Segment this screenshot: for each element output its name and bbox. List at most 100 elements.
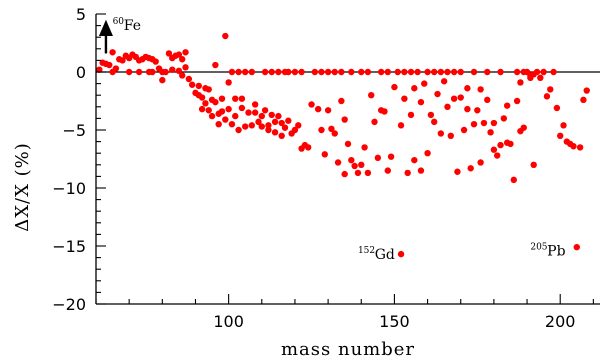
data-point [460, 126, 468, 134]
annotation-superscript: 205 [530, 242, 547, 252]
data-point [275, 68, 282, 76]
data-point [278, 132, 285, 139]
data-point [457, 94, 464, 101]
data-point [275, 112, 282, 120]
data-point [248, 68, 256, 76]
data-point [228, 68, 236, 76]
data-point [205, 86, 212, 93]
data-point [358, 161, 365, 168]
data-point [218, 95, 226, 102]
data-point [533, 68, 541, 76]
data-point [248, 122, 256, 129]
data-point [268, 68, 275, 76]
data-point [175, 67, 183, 75]
data-point [218, 108, 226, 115]
data-point [291, 126, 299, 134]
data-point [447, 132, 454, 139]
data-point [411, 156, 418, 164]
x-axis-label: mass number [281, 339, 415, 360]
data-point [215, 121, 222, 128]
annotation-label: Fe [124, 18, 141, 34]
data-point [407, 68, 415, 76]
data-point [291, 68, 299, 76]
data-point [208, 112, 216, 120]
data-point [573, 243, 580, 251]
data-point [324, 107, 332, 114]
data-point [341, 170, 348, 178]
data-point [182, 64, 189, 71]
data-point [434, 90, 441, 98]
data-point [106, 61, 113, 69]
data-point [560, 122, 567, 129]
data-point [440, 78, 448, 85]
data-point [242, 68, 249, 76]
data-point [547, 86, 554, 93]
data-point [228, 121, 236, 128]
data-point [232, 112, 239, 120]
data-point [268, 111, 275, 119]
data-point [152, 58, 159, 65]
data-point [285, 68, 292, 76]
y-tick-label: −20 [52, 295, 86, 314]
annotations: 60 Fe 152 Gd 205 Pb [98, 17, 566, 263]
data-point [149, 68, 156, 76]
data-point [348, 156, 355, 164]
data-point [311, 68, 319, 76]
data-point [454, 168, 461, 175]
data-point [384, 167, 391, 174]
data-point [477, 86, 484, 93]
data-point [401, 95, 408, 102]
data-point [198, 94, 206, 101]
data-point [500, 115, 508, 122]
x-tick-label: 100 [213, 312, 244, 331]
data-point [553, 104, 561, 112]
data-point [437, 68, 445, 76]
arrow-up-icon [98, 19, 113, 37]
data-point [557, 132, 564, 139]
data-point [232, 95, 239, 102]
data-point [205, 107, 212, 114]
data-point [361, 144, 368, 151]
data-point [444, 103, 451, 111]
data-point [490, 146, 498, 153]
data-point [328, 125, 335, 133]
data-point [384, 68, 391, 76]
data-point [394, 68, 401, 76]
y-tick-label: 0 [76, 63, 86, 82]
data-point [391, 83, 398, 91]
data-point [540, 68, 547, 76]
data-point [195, 82, 202, 90]
data-point [344, 140, 352, 148]
data-point [238, 104, 246, 112]
data-point [484, 96, 491, 104]
data-point [404, 169, 411, 177]
data-point [165, 50, 173, 57]
data-point [261, 68, 269, 76]
data-point [543, 93, 551, 100]
data-point [497, 141, 504, 149]
data-point [520, 124, 527, 131]
data-point [368, 92, 375, 99]
data-point [222, 116, 229, 123]
data-point [175, 51, 183, 58]
data-point [537, 74, 544, 82]
data-point [377, 68, 385, 76]
data-point [238, 95, 246, 102]
annotation-gd: 152 Gd [358, 246, 395, 263]
data-point [397, 122, 405, 129]
data-point [457, 68, 464, 76]
annotation-superscript: 60 [113, 17, 125, 27]
data-point [265, 126, 272, 134]
axes [95, 13, 600, 305]
data-point [371, 118, 378, 126]
data-point [271, 129, 279, 136]
data-point [421, 80, 428, 87]
data-point [182, 49, 189, 56]
data-point [258, 112, 265, 120]
x-tick-label: 150 [379, 312, 410, 331]
data-point [576, 144, 584, 151]
annotation-fe: 60 Fe [98, 17, 141, 54]
data-point [321, 151, 328, 158]
data-point [119, 57, 126, 64]
